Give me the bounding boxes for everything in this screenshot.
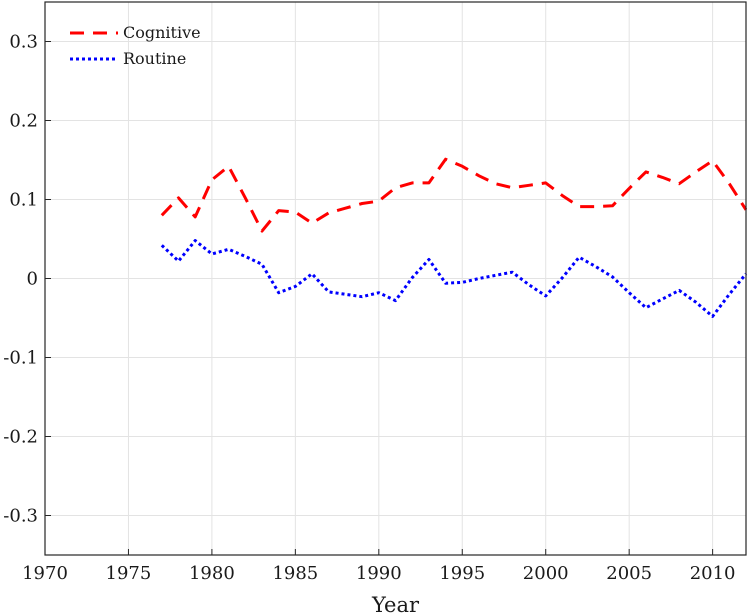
y-axis-ticks: -0.3 -0.2 -0.1 0 0.1 0.2 0.3: [3, 32, 51, 527]
legend-label-routine: Routine: [123, 49, 186, 68]
series-line-cognitive: [160, 157, 747, 233]
y-tick-label: -0.1: [3, 348, 38, 369]
y-tick-label: -0.3: [3, 506, 38, 527]
x-axis-label: Year: [371, 593, 420, 616]
y-tick-label: 0.3: [9, 32, 38, 53]
x-tick-label: 1985: [272, 563, 318, 584]
series-line-routine: [160, 239, 747, 318]
x-tick-label: 1970: [22, 563, 68, 584]
legend: Cognitive Routine: [70, 23, 201, 68]
series-lines: [160, 157, 747, 318]
x-tick-label: 1990: [356, 563, 402, 584]
x-axis-ticks: 1970 1975 1980 1985 1990 1995 2000 2005 2010: [22, 549, 736, 584]
x-tick-label: 1975: [106, 563, 152, 584]
y-tick-label: 0.1: [9, 190, 38, 211]
y-tick-label: 0: [27, 269, 38, 290]
x-tick-label: 1980: [189, 563, 235, 584]
x-tick-label: 2000: [523, 563, 569, 584]
x-tick-label: 2005: [606, 563, 652, 584]
grid-lines: [44, 2, 746, 555]
x-tick-label: 1995: [439, 563, 485, 584]
y-tick-label: -0.2: [3, 427, 38, 448]
y-tick-label: 0.2: [9, 111, 38, 132]
legend-label-cognitive: Cognitive: [123, 23, 201, 42]
x-tick-label: 2010: [690, 563, 736, 584]
